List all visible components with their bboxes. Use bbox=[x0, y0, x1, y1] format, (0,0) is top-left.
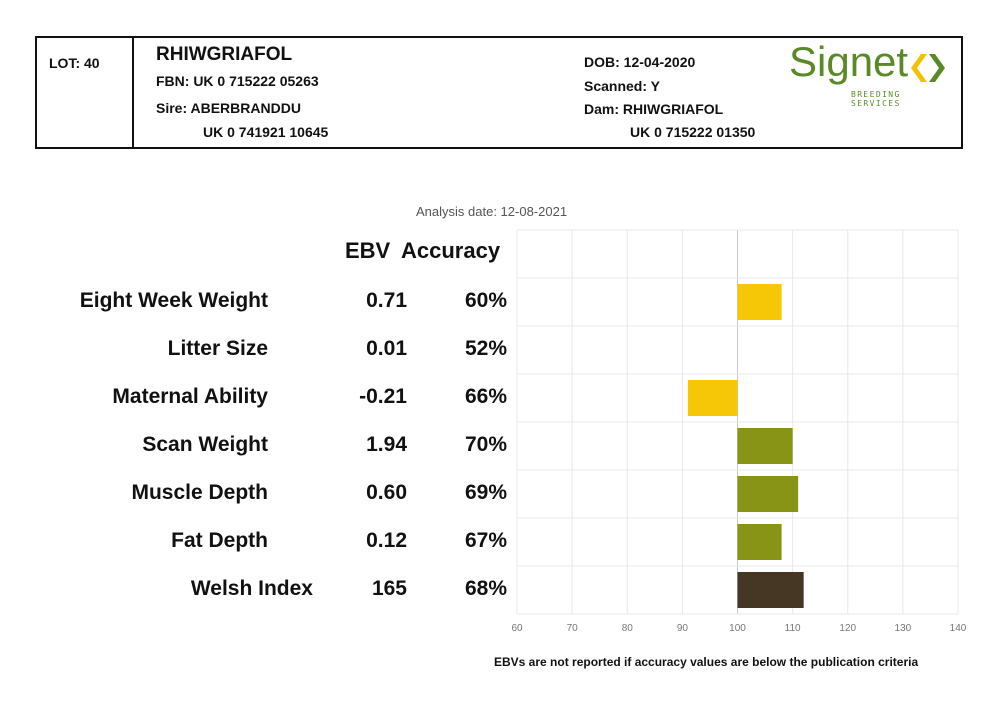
bar-fat-depth bbox=[737, 524, 782, 560]
bar-welsh-index bbox=[737, 572, 804, 608]
fbn: FBN: UK 0 715222 05263 bbox=[156, 73, 319, 89]
signet-logo-word: Signet bbox=[789, 38, 909, 85]
accuracy-value: 69% bbox=[464, 481, 507, 504]
ebv-value: 0.60 bbox=[366, 481, 407, 504]
ebv-value: 0.01 bbox=[366, 337, 407, 360]
dam-id: UK 0 715222 01350 bbox=[630, 124, 756, 140]
animal-header-box: LOT: 40 RHIWGRIAFOL FBN: UK 0 715222 052… bbox=[35, 36, 963, 149]
animal-name: RHIWGRIAFOL bbox=[156, 44, 293, 65]
x-tick-label: 120 bbox=[839, 623, 856, 634]
signet-chevrons-icon bbox=[911, 54, 945, 82]
accuracy-value: 60% bbox=[464, 289, 507, 312]
ebv-value: -0.21 bbox=[359, 385, 407, 408]
dam: Dam: RHIWGRIAFOL bbox=[584, 101, 724, 117]
sire-id: UK 0 741921 10645 bbox=[203, 124, 329, 140]
ebv-value: 165 bbox=[371, 577, 407, 600]
x-tick-label: 70 bbox=[567, 623, 579, 634]
trait-label: Eight Week Weight bbox=[79, 289, 268, 312]
bar-eight-week-weight bbox=[737, 284, 782, 320]
trait-label: Muscle Depth bbox=[131, 481, 268, 504]
signet-logo-subtitle: BREEDING SERVICES bbox=[851, 90, 901, 108]
footnote: EBVs are not reported if accuracy values… bbox=[494, 655, 919, 669]
accuracy-value: 66% bbox=[464, 385, 507, 408]
x-tick-label: 110 bbox=[785, 623, 801, 634]
trait-label: Welsh Index bbox=[190, 577, 313, 600]
x-tick-label: 140 bbox=[950, 623, 967, 634]
trait-label: Maternal Ability bbox=[112, 385, 268, 408]
analysis-date: Analysis date: 12-08-2021 bbox=[416, 204, 568, 219]
accuracy-value: 52% bbox=[464, 337, 507, 360]
x-tick-label: 100 bbox=[729, 623, 746, 634]
signet-logo: Signet BREEDING SERVICES bbox=[789, 38, 949, 108]
ebv-value: 1.94 bbox=[366, 433, 407, 456]
trait-label: Fat Depth bbox=[171, 529, 268, 552]
x-tick-label: 60 bbox=[511, 623, 523, 634]
accuracy-value: 67% bbox=[464, 529, 507, 552]
trait-label: Litter Size bbox=[167, 337, 268, 360]
x-tick-label: 80 bbox=[622, 623, 634, 634]
bar-maternal-ability bbox=[687, 380, 738, 416]
bar-muscle-depth bbox=[737, 476, 799, 512]
x-tick-label: 90 bbox=[677, 623, 689, 634]
ebv-value: 0.71 bbox=[366, 289, 407, 312]
accuracy-column-header: Accuracy bbox=[401, 238, 501, 263]
accuracy-value: 68% bbox=[464, 577, 507, 600]
x-tick-label: 130 bbox=[895, 623, 912, 634]
trait-label: Scan Weight bbox=[142, 433, 268, 456]
lot-number: LOT: 40 bbox=[49, 55, 100, 71]
sire: Sire: ABERBRANDDU bbox=[156, 100, 301, 116]
ebv-column-header: EBV bbox=[345, 238, 391, 263]
header-divider bbox=[132, 38, 134, 147]
bar-scan-weight bbox=[737, 428, 793, 464]
ebv-value: 0.12 bbox=[366, 529, 407, 552]
accuracy-value: 70% bbox=[464, 433, 507, 456]
dob: DOB: 12-04-2020 bbox=[584, 54, 696, 70]
scanned: Scanned: Y bbox=[584, 78, 660, 94]
